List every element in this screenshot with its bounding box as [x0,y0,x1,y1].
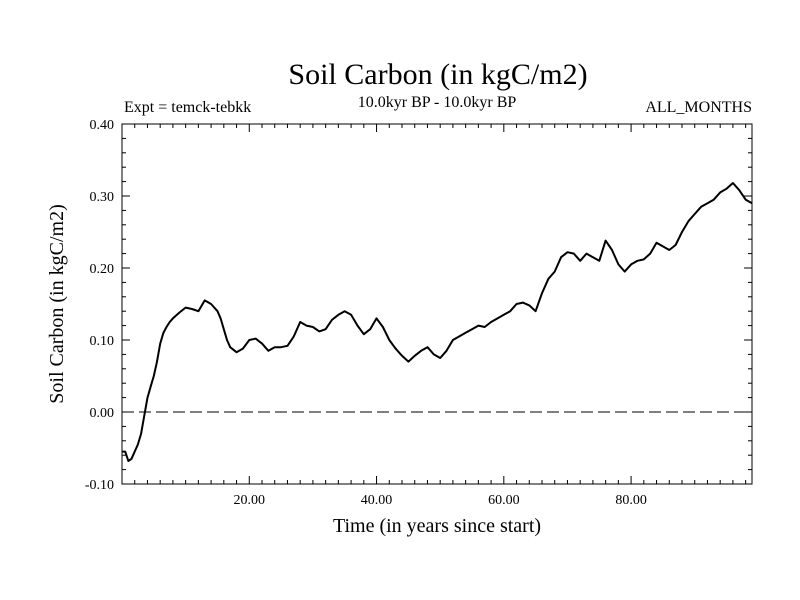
y-tick-label: -0.10 [85,478,114,493]
experiment-label: Expt = temck-tebkk [124,99,251,116]
series-line-soil-carbon [122,182,753,462]
chart-subtitle: 10.0kyr BP - 10.0kyr BP [358,94,517,111]
y-tick-label: 0.10 [90,334,115,349]
axis-ticks [122,124,752,484]
tick-labels: 20.00 40.00 60.00 80.00 -0.10 0.00 0.10 0.20 0.3… [85,118,647,508]
x-axis-label: Time (in years since start) [333,515,541,537]
x-tick-label: 20.00 [234,493,266,508]
x-tick-label: 80.00 [615,493,647,508]
x-tick-label: 60.00 [488,493,520,508]
period-label: ALL_MONTHS [645,99,752,116]
y-tick-label: 0.20 [90,262,115,277]
y-tick-label: 0.30 [90,190,115,205]
chart-title: Soil Carbon (in kgC/m2) [288,58,587,91]
plot-area-frame [121,123,753,485]
y-tick-label: 0.40 [90,118,115,133]
y-axis-label: Soil Carbon (in kgC/m2) [46,204,68,403]
x-tick-label: 40.00 [361,493,393,508]
y-tick-label: 0.00 [90,406,115,421]
